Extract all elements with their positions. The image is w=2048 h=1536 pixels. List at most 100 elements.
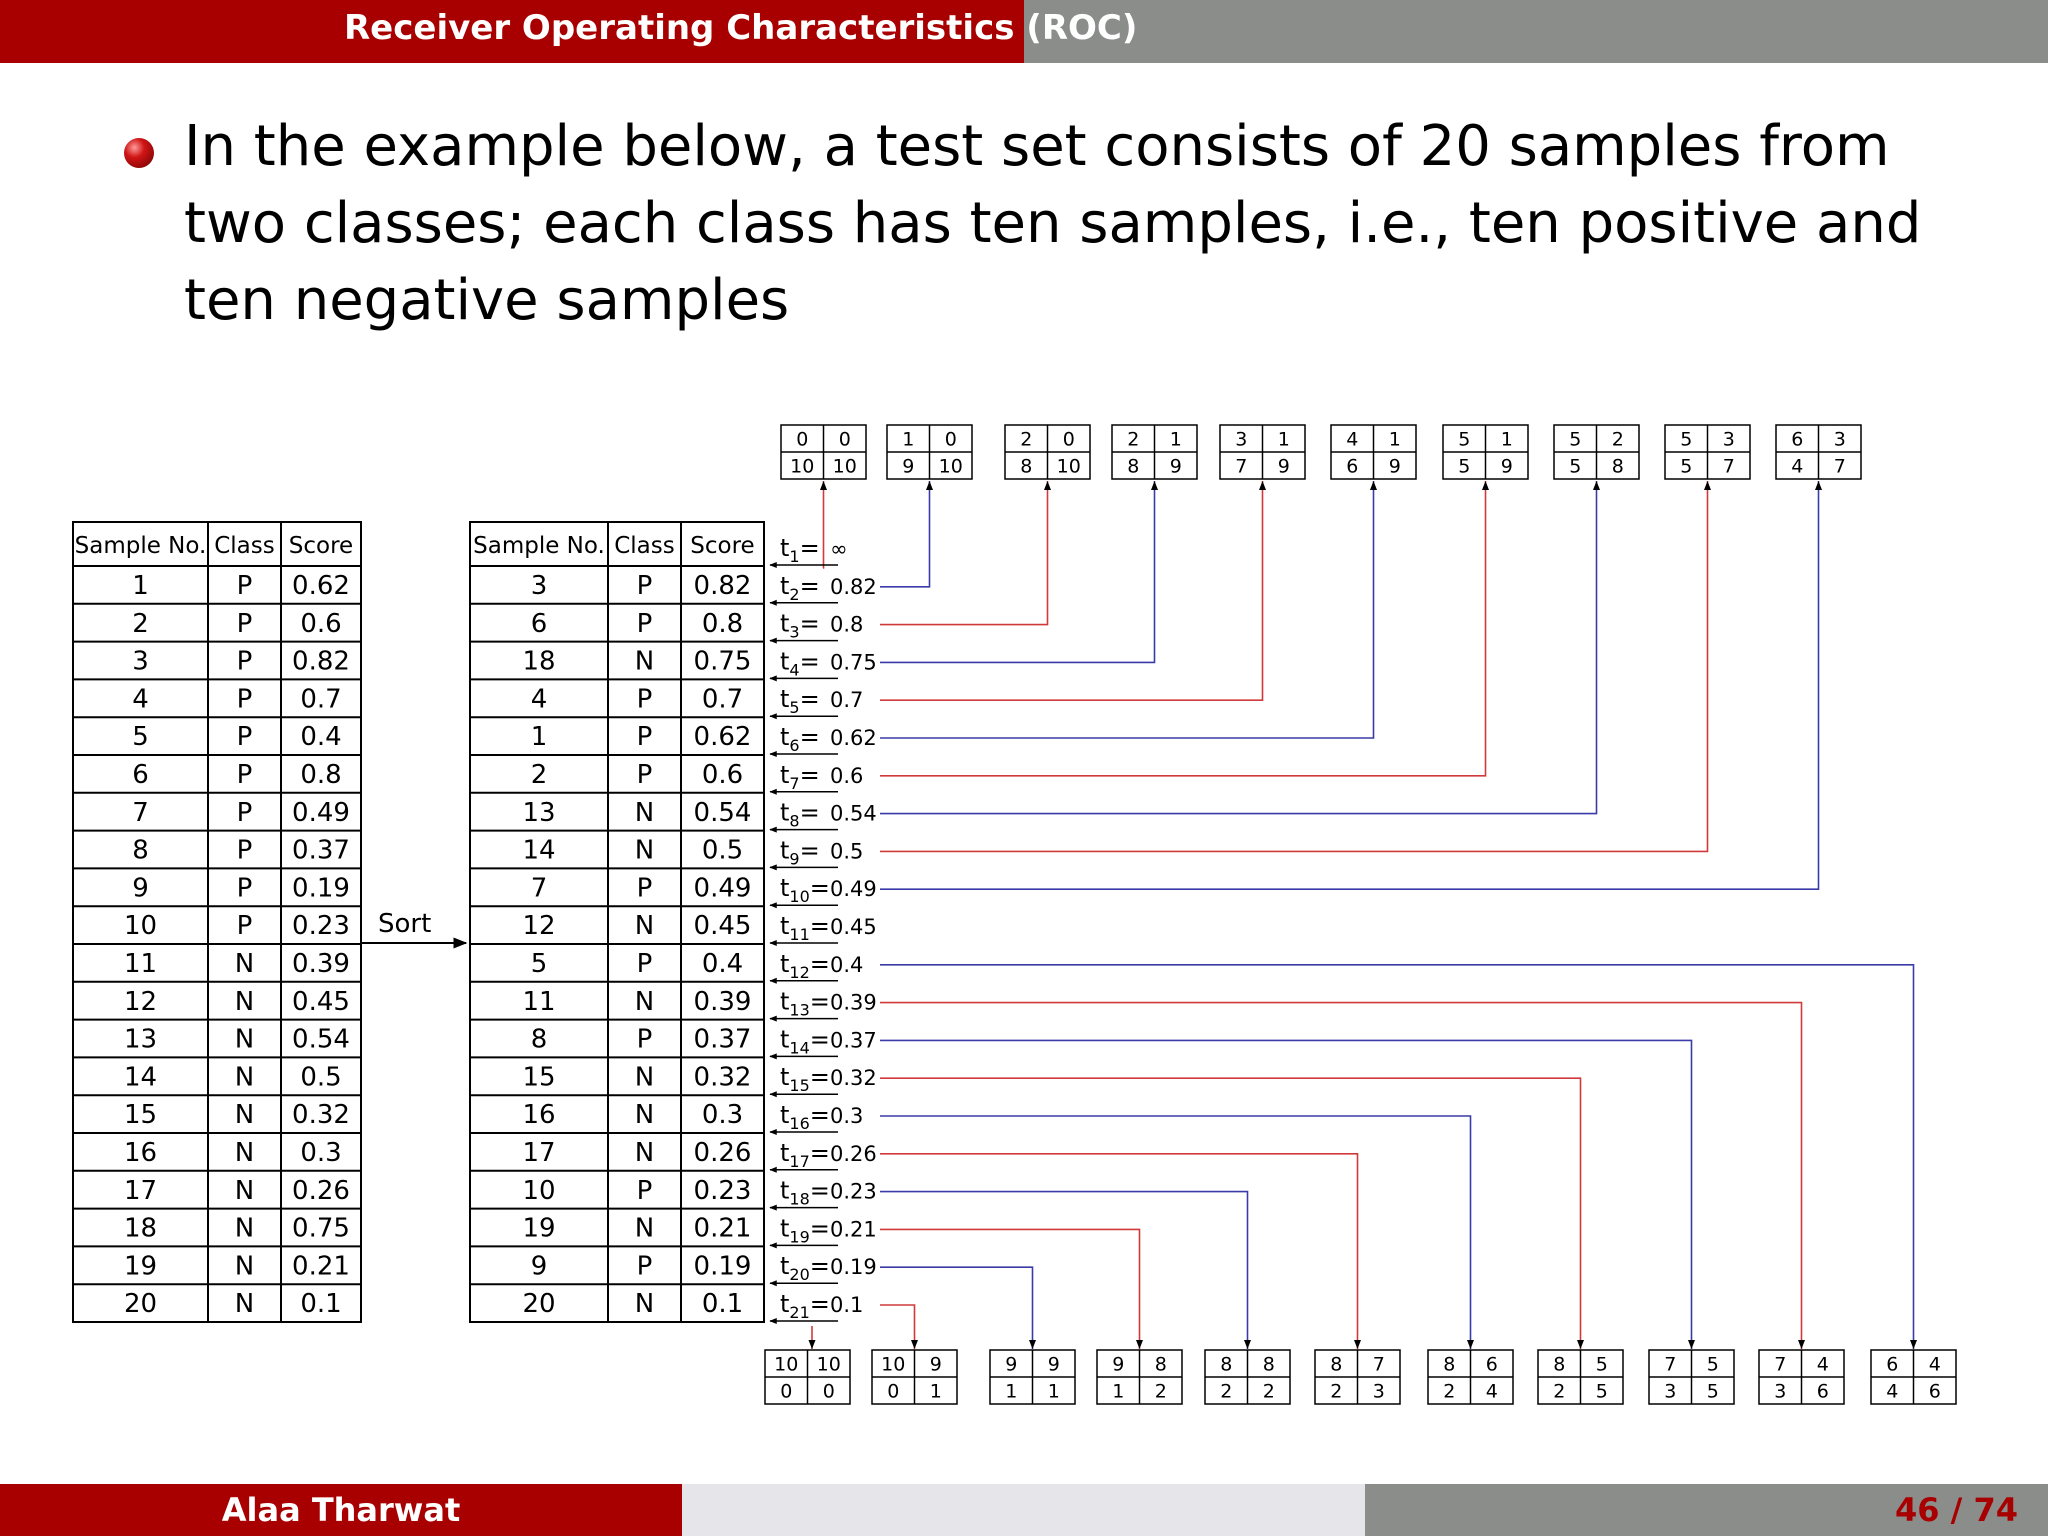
cell-sample-no: 10 (124, 911, 157, 941)
matrix-cell: 10 (790, 456, 814, 478)
matrix-cell: 4 (1486, 1381, 1498, 1403)
threshold-subscript: 19 (789, 1227, 809, 1246)
matrix-cell: 5 (1458, 429, 1470, 451)
cell-score: 0.7 (702, 684, 743, 714)
matrix-cell: 3 (1373, 1381, 1385, 1403)
cell-score: 0.23 (292, 911, 350, 941)
matrix-cell: 6 (1929, 1381, 1941, 1403)
cell-class: N (635, 1138, 654, 1168)
cell-sample-no: 18 (522, 647, 555, 677)
threshold-value: 0.82 (830, 575, 877, 599)
cell-score: 0.19 (694, 1251, 752, 1281)
threshold-connector (880, 481, 1820, 891)
threshold-value: 0.23 (830, 1180, 877, 1204)
cell-score: 0.54 (694, 798, 752, 828)
matrix-cell: 6 (1791, 429, 1803, 451)
matrix-cell: 1 (1170, 429, 1182, 451)
matrix-cell: 4 (1346, 429, 1358, 451)
cell-score: 0.32 (292, 1100, 350, 1130)
cell-sample-no: 7 (531, 873, 548, 903)
cell-sample-no: 16 (124, 1138, 157, 1168)
confusion-matrix: 9 9 1 1 (989, 1349, 1076, 1405)
matrix-cell: 0 (887, 1381, 899, 1403)
footer-bar (0, 1484, 682, 1536)
threshold-label: t2= (780, 572, 820, 604)
cell-sample-no: 15 (522, 1062, 555, 1092)
threshold-label: t4= (780, 647, 820, 679)
matrix-cell: 9 (902, 456, 914, 478)
cell-sample-no: 14 (124, 1062, 157, 1092)
cell-score: 0.8 (702, 609, 743, 639)
threshold-value: 0.39 (830, 991, 877, 1015)
threshold-label: t20= (780, 1252, 830, 1284)
cell-class: P (637, 684, 653, 714)
matrix-cell: 9 (930, 1354, 942, 1376)
matrix-cell: 3 (1774, 1381, 1786, 1403)
cell-score: 0.62 (694, 722, 752, 752)
cell-score: 0.37 (292, 836, 350, 866)
threshold-subscript: 16 (789, 1114, 809, 1133)
matrix-cell: 3 (1664, 1381, 1676, 1403)
cell-score: 0.21 (292, 1251, 350, 1281)
cell-class: N (635, 987, 654, 1017)
confusion-matrix: 5 3 5 7 (1664, 424, 1751, 480)
matrix-cell: 8 (1553, 1354, 1565, 1376)
threshold-subscript: 10 (789, 887, 809, 906)
threshold-label: t21= (780, 1290, 830, 1322)
matrix-cell: 6 (1346, 456, 1358, 478)
matrix-cell: 0 (1063, 429, 1075, 451)
cell-sample-no: 11 (124, 949, 157, 979)
cell-class: N (635, 1214, 654, 1244)
threshold-label: t16= (780, 1101, 830, 1133)
cell-score: 0.39 (292, 949, 350, 979)
bullet-icon (124, 138, 154, 168)
cell-score: 0.1 (702, 1289, 743, 1319)
cell-score: 0.45 (694, 911, 752, 941)
matrix-cell: 9 (1112, 1354, 1124, 1376)
matrix-cell: 10 (1057, 456, 1081, 478)
cell-sample-no: 7 (132, 798, 149, 828)
cell-class: P (637, 722, 653, 752)
cell-class: P (237, 760, 253, 790)
matrix-cell: 2 (1263, 1381, 1275, 1403)
matrix-cell: 10 (833, 456, 857, 478)
matrix-cell: 3 (1834, 429, 1846, 451)
footer-bar-middle (682, 1484, 1365, 1536)
matrix-cell: 6 (1886, 1354, 1898, 1376)
top-confusion-matrices: 0 010 101 09 102 08 102 18 93 17 94 16 95 15 95 25 85 35 7… (780, 424, 1862, 480)
cell-class: N (635, 647, 654, 677)
matrix-cell: 2 (1553, 1381, 1565, 1403)
cell-class: P (237, 684, 253, 714)
matrix-cell: 6 (1817, 1381, 1829, 1403)
cell-class: P (237, 722, 253, 752)
matrix-cell: 0 (945, 429, 957, 451)
cell-sample-no: 9 (132, 873, 149, 903)
cell-sample-no: 19 (124, 1251, 157, 1281)
cell-sample-no: 2 (132, 609, 149, 639)
threshold-value: 0.3 (830, 1104, 863, 1128)
cell-class: P (637, 571, 653, 601)
matrix-cell: 7 (1774, 1354, 1786, 1376)
cell-sample-no: 4 (531, 684, 548, 714)
cell-score: 0.3 (702, 1100, 743, 1130)
threshold-value: 0.54 (830, 802, 877, 826)
matrix-cell: 7 (1834, 456, 1846, 478)
matrix-cell: 8 (1127, 456, 1139, 478)
original-table: Sample No. Class Score 1 P 0.62 2 P 0.6 3 P 0.82 4 P 0… (72, 521, 362, 1323)
threshold-connector (880, 1039, 1693, 1349)
threshold-connector (880, 481, 931, 588)
threshold-connector (880, 1001, 1803, 1349)
matrix-cell: 3 (1723, 429, 1735, 451)
matrix-cell: 0 (796, 429, 808, 451)
cell-class: P (637, 1025, 653, 1055)
cell-class: P (237, 798, 253, 828)
cell-score: 0.1 (300, 1289, 341, 1319)
matrix-cell: 8 (1443, 1354, 1455, 1376)
matrix-cell: 9 (1278, 456, 1290, 478)
threshold-value: 0.75 (830, 650, 877, 674)
matrix-cell: 8 (1155, 1354, 1167, 1376)
cell-class: N (235, 1025, 254, 1055)
matrix-cell: 7 (1373, 1354, 1385, 1376)
footer-author: Alaa Tharwat (221, 1491, 461, 1529)
